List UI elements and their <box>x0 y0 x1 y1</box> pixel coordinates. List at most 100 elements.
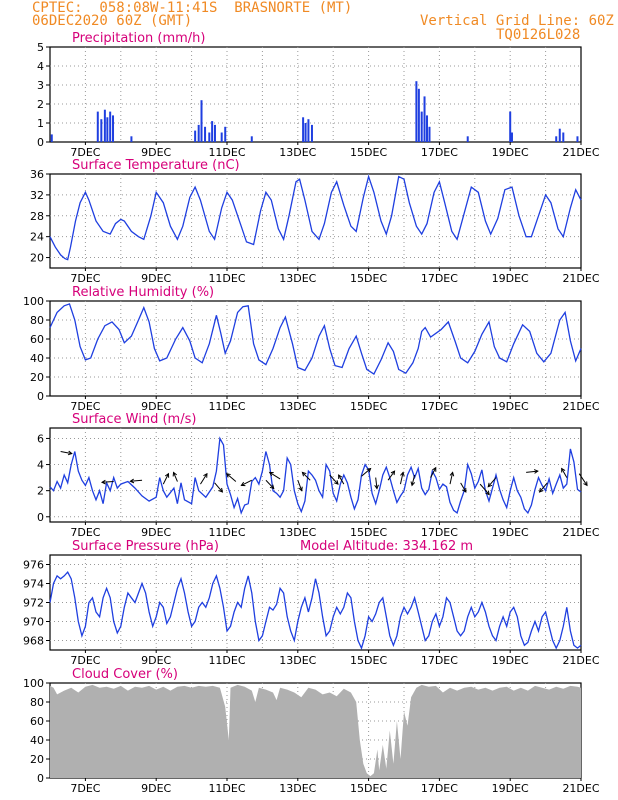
wind-arrow <box>399 472 404 485</box>
wind-xtick-label: 11DEC <box>208 526 245 539</box>
wind-arrow <box>526 470 538 473</box>
wind-arrow-head <box>561 467 566 473</box>
temp-ytick-label: 36 <box>30 168 44 181</box>
cloud-xtick-label: 15DEC <box>350 782 387 795</box>
pressure-xtick-label: 19DEC <box>492 654 529 667</box>
precip-frame <box>49 46 582 143</box>
wind-arrow-head <box>100 479 106 485</box>
precip-xtick-label: 13DEC <box>279 146 316 159</box>
temp-xtick-label: 21DEC <box>562 272 599 285</box>
pressure-xtick-label: 7DEC <box>70 654 100 667</box>
header-run-date: 06DEC2020 60Z (GMT) <box>32 13 193 29</box>
wind-arrow-head <box>269 484 275 490</box>
temp-ytick-label: 28 <box>30 210 44 223</box>
pressure-xtick-label: 21DEC <box>562 654 599 667</box>
wind-arrow <box>214 482 223 493</box>
precip-bar <box>96 111 99 142</box>
pressure-ytick-label: 972 <box>23 597 44 610</box>
precip-bar <box>109 111 112 142</box>
temp-ytick-label: 20 <box>30 252 44 265</box>
header-station: CPTEC: 058:08W-11:41S BRASNORTE (MT) <box>32 0 353 16</box>
pressure-line <box>49 570 582 650</box>
precip-xtick-label: 19DEC <box>492 146 529 159</box>
precip-bar <box>558 128 561 142</box>
precip-bar <box>250 136 253 142</box>
precip-xtick-label: 11DEC <box>208 146 245 159</box>
precip-ytick-label: 4 <box>37 60 44 73</box>
cloud-ytick-label: 80 <box>30 696 44 709</box>
humidity-xtick-label: 11DEC <box>208 400 245 413</box>
wind-arrow-head <box>410 481 416 487</box>
wind-arrow <box>338 474 345 485</box>
precip-bar <box>466 136 469 142</box>
humidity-xtick-label: 19DEC <box>492 400 529 413</box>
humidity-xtick-label: 17DEC <box>421 400 458 413</box>
wind-ytick-label: 4 <box>37 459 44 472</box>
wind-arrow-head <box>390 470 396 476</box>
wind-arrow <box>226 473 237 482</box>
cloud-ytick-label: 40 <box>30 734 44 747</box>
cloud-xtick-label: 19DEC <box>492 782 529 795</box>
humidity-ytick-label: 40 <box>30 352 44 365</box>
pressure-annotation: Model Altitude: 334.162 m <box>300 539 473 554</box>
wind-arrow <box>449 472 454 485</box>
cloud-area <box>50 684 581 778</box>
pressure-frame <box>49 554 582 651</box>
wind-arrow <box>361 468 371 477</box>
cloud-xtick-label: 9DEC <box>141 782 171 795</box>
wind-arrow <box>329 474 339 485</box>
precip-xtick-label: 7DEC <box>70 146 100 159</box>
wind-xtick-label: 13DEC <box>279 526 316 539</box>
wind-arrow-head <box>268 471 274 477</box>
precip-ytick-label: 1 <box>37 117 44 130</box>
precip-bar <box>50 134 53 142</box>
pressure-xtick-label: 11DEC <box>208 654 245 667</box>
precip-bar <box>213 124 216 142</box>
wind-arrow <box>302 472 311 481</box>
precip-xtick-label: 15DEC <box>350 146 387 159</box>
precip-bar <box>310 124 313 142</box>
wind-arrow <box>241 479 253 486</box>
wind-arrow <box>269 471 281 480</box>
precip-xtick-label: 21DEC <box>562 146 599 159</box>
temp-xtick-label: 9DEC <box>141 272 171 285</box>
pressure-ytick-label: 974 <box>23 578 44 591</box>
precip-bar <box>112 115 115 142</box>
wind-arrow-head <box>334 480 339 485</box>
wind-arrow <box>162 473 169 485</box>
precip-bar <box>220 132 223 142</box>
precip-bar <box>106 117 109 142</box>
wind-arrow <box>375 477 378 489</box>
humidity-ytick-label: 80 <box>30 314 44 327</box>
humidity-ytick-label: 60 <box>30 333 44 346</box>
precip-title: Precipitation (mm/h) <box>72 31 205 46</box>
wind-arrow <box>479 483 490 495</box>
precip-bar <box>200 100 203 142</box>
wind-arrow-head <box>338 474 343 480</box>
wind-arrow-head <box>462 487 467 493</box>
wind-arrow <box>130 479 143 482</box>
wind-arrow-head <box>533 469 539 474</box>
wind-xtick-label: 21DEC <box>562 526 599 539</box>
wind-arrow-head <box>432 466 437 472</box>
cloud-ytick-label: 60 <box>30 715 44 728</box>
wind-frame <box>49 427 582 523</box>
humidity-xtick-label: 21DEC <box>562 400 599 413</box>
humidity-xtick-label: 13DEC <box>279 400 316 413</box>
precip-bar <box>302 117 305 142</box>
cloud-ytick-label: 100 <box>23 677 44 690</box>
wind-arrow <box>387 470 395 481</box>
precip-bar <box>510 132 513 142</box>
cloud-ytick-label: 20 <box>30 753 44 766</box>
precip-ytick-label: 0 <box>37 136 44 149</box>
humidity-ytick-label: 0 <box>37 390 44 403</box>
wind-line <box>49 436 582 515</box>
temp-ytick-label: 24 <box>30 231 44 244</box>
wind-arrow <box>487 477 497 488</box>
wind-arrow <box>60 451 72 455</box>
temp-xtick-label: 19DEC <box>492 272 529 285</box>
humidity-title: Relative Humidity (%) <box>72 285 214 300</box>
wind-ytick-label: 2 <box>37 485 44 498</box>
precip-ytick-label: 2 <box>37 98 44 111</box>
